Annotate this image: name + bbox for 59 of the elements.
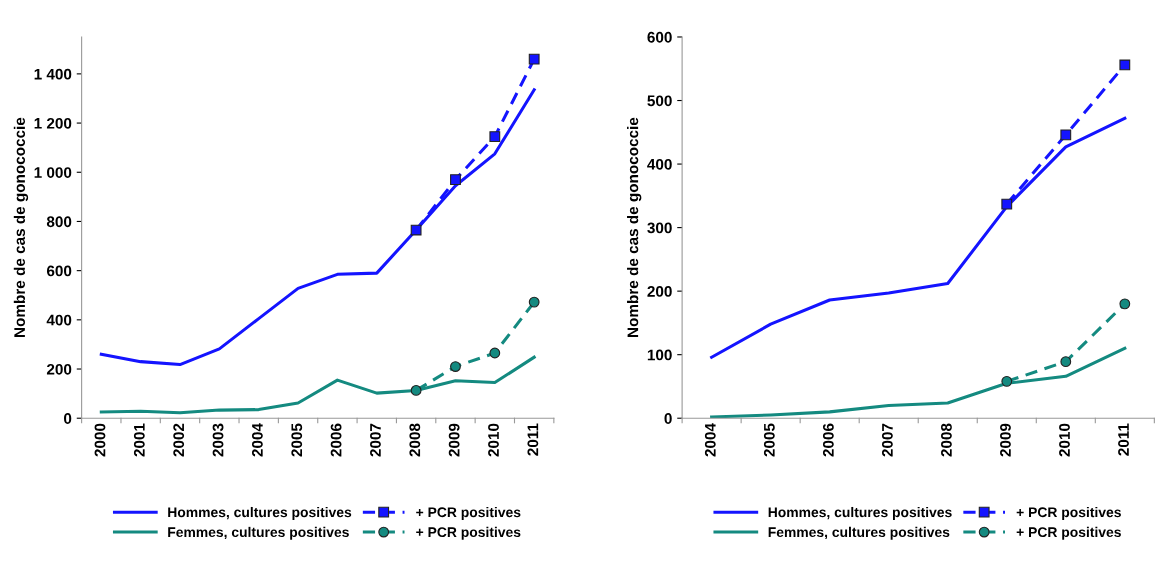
y-tick-label: 0: [64, 413, 72, 424]
x-tick-label: 2005: [291, 423, 303, 457]
point: [410, 385, 422, 396]
x-tick-label: 2010: [1059, 423, 1070, 457]
y-tick-label: 500: [647, 95, 672, 107]
point: [489, 347, 501, 359]
x-tick-label: 2011: [527, 423, 539, 456]
y-tick-label: 400: [647, 158, 672, 170]
y-tick-label: 0: [664, 413, 672, 424]
point: [1001, 375, 1013, 387]
y-axis-title: Nombre de cas de gonococcie: [627, 117, 642, 337]
y-tick-label: 800: [46, 216, 72, 228]
legend-label: Hommes, cultures positives: [768, 506, 952, 520]
y-tick-label: 600: [46, 265, 72, 277]
x-tick-label: 2000: [94, 423, 106, 457]
x-tick-label: 2006: [330, 423, 342, 457]
point: [528, 53, 540, 65]
legend-label: + PCR positives: [1016, 526, 1121, 540]
point: [450, 174, 461, 186]
x-tick-label: 2010: [488, 423, 499, 457]
legend-label: Femmes, cultures positives: [768, 526, 950, 540]
y-tick-label: 300: [647, 222, 672, 234]
x-tick-label: 2008: [409, 423, 421, 457]
point: [1060, 356, 1072, 368]
legend-label: + PCR positives: [416, 526, 521, 540]
y-tick-label: 600: [647, 31, 672, 43]
y-tick-label: 100: [647, 349, 672, 361]
x-tick-label: 2009: [1000, 423, 1011, 457]
point: [1119, 298, 1131, 310]
x-tick-label: 2007: [370, 423, 381, 457]
y-tick-label: 200: [647, 286, 672, 297]
point: [1060, 129, 1072, 141]
point: [528, 296, 540, 308]
y-axis-title: Nombre de cas de gonococcie: [13, 117, 29, 337]
x-tick-label: 2006: [822, 423, 834, 457]
legend-label: + PCR positives: [416, 506, 521, 520]
point: [450, 361, 461, 372]
x-tick-label: 2003: [212, 423, 224, 457]
x-tick-label: 2011: [1118, 423, 1129, 456]
y-tick-label: 1 400: [34, 68, 72, 80]
y-tick-label: 1 000: [34, 167, 72, 178]
legend-label: + PCR positives: [1016, 506, 1121, 520]
x-tick-label: 2008: [941, 423, 952, 457]
x-tick-label: 2004: [251, 423, 263, 457]
point: [1119, 59, 1131, 71]
y-tick-label: 200: [46, 363, 72, 375]
x-tick-label: 2007: [881, 423, 893, 457]
legend-label: Hommes, cultures positives: [168, 506, 352, 520]
x-tick-label: 2005: [763, 423, 775, 457]
x-tick-label: 2001: [133, 423, 145, 457]
x-tick-label: 2009: [448, 423, 460, 457]
x-tick-label: 2002: [173, 423, 185, 457]
legend-label: Femmes, cultures positives: [168, 526, 349, 540]
point: [489, 131, 501, 143]
point: [1001, 198, 1013, 210]
y-tick-label: 400: [46, 314, 72, 326]
y-tick-label: 1 200: [34, 117, 72, 129]
x-tick-label: 2004: [704, 423, 716, 457]
point: [410, 224, 422, 236]
